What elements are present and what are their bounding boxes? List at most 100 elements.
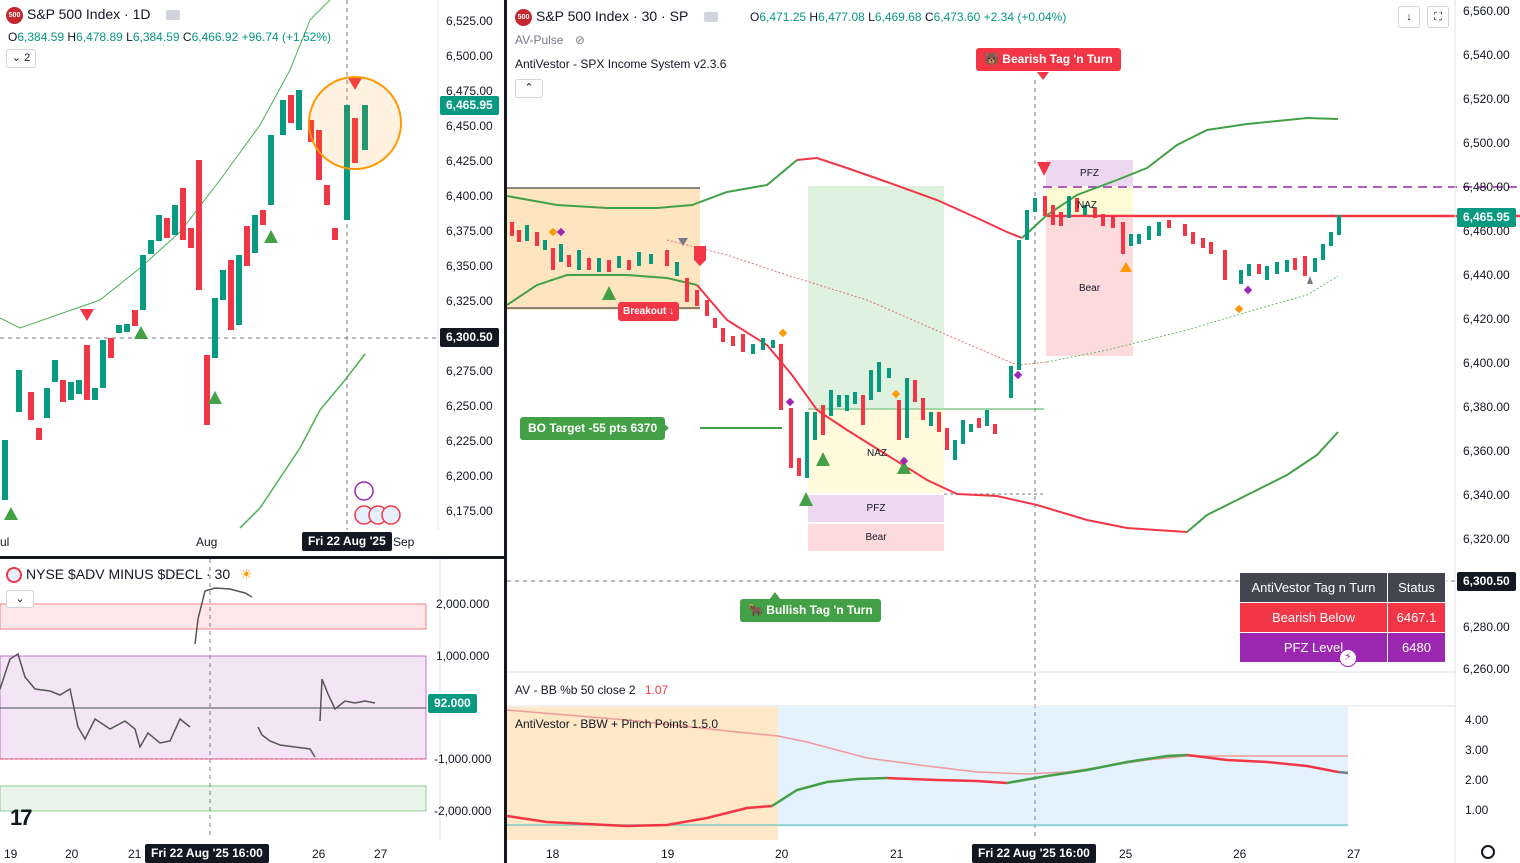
time-tick: 20 [65, 847, 79, 861]
daily-chart-title-text: S&P 500 Index · 1D [27, 6, 151, 22]
collapse-indicators-button[interactable]: ⌃ [515, 79, 543, 98]
main-chart-title[interactable]: 500 S&P 500 Index · 30 · SP [515, 8, 718, 26]
bb-percent-indicator-title[interactable]: AV - BB %b 50 close 2 1.07 [515, 683, 669, 697]
indicator-antivestor[interactable]: AntiVestor - SPX Income System v2.3.6 [515, 57, 727, 71]
breadth-time-axis[interactable]: 19 20 21 26 27 Fri 22 Aug '25 16:00 [0, 839, 426, 863]
purple-diamond-marker [899, 456, 909, 466]
pfz-zone-label: PFZ [866, 503, 886, 514]
hidden-eye-icon[interactable]: ⊘ [574, 33, 585, 47]
upper-band-line [0, 0, 331, 329]
main-ohlc: O6,471.25 H6,477.08 L6,469.68 C6,473.60 … [750, 10, 1067, 24]
orange-diamond-marker [891, 389, 901, 399]
main-time-axis[interactable]: 18 19 20 21 25 26 27 Fri 22 Aug '25 16:0… [507, 840, 1455, 863]
collapse-indicators-button[interactable]: ⌄ 2 [6, 49, 36, 68]
upper-band-line [507, 159, 798, 209]
daily-candles [2, 90, 368, 500]
gray-marker [678, 238, 688, 246]
price-tick: 6,560.00 [1463, 4, 1510, 18]
daily-time-axis[interactable]: ul Aug Sep Fri 22 Aug '25 [0, 530, 438, 556]
time-tick: 20 [775, 847, 789, 861]
symbol-logo: 500 [6, 6, 23, 24]
buy-signal-marker [816, 452, 830, 466]
lower-band-line [239, 353, 366, 529]
price-tick: 6,275.00 [446, 364, 493, 378]
table-cell: Bearish Below [1239, 602, 1388, 633]
price-tick: 6,380.00 [1463, 400, 1510, 414]
price-tick: 6,200.00 [446, 469, 493, 483]
us-flag-event-icon[interactable] [381, 505, 401, 525]
collapse-indicators-button[interactable]: ⌄ [6, 590, 34, 608]
lower-band-line [507, 274, 698, 306]
time-tick: ul [0, 535, 10, 549]
bear-zone-label: Bear [1078, 283, 1101, 294]
breadth-line [257, 726, 316, 758]
gray-marker [1307, 276, 1313, 284]
time-tick: Aug [196, 535, 218, 549]
pane-separator[interactable] [504, 0, 507, 863]
price-tick: 6,500.00 [1463, 136, 1510, 150]
time-tick: 27 [1347, 847, 1361, 861]
main-price-axis[interactable]: 6,560.00 6,540.00 6,520.00 6,500.00 6,48… [1455, 0, 1520, 676]
earnings-event-icon[interactable] [354, 481, 374, 501]
price-tick: 6,440.00 [1463, 268, 1510, 282]
symbol-logo: 500 [515, 8, 532, 26]
arrow-down-icon: ↓ [1406, 11, 1412, 23]
time-tick: 25 [1119, 847, 1133, 861]
value-tick: -1,000.000 [434, 752, 492, 766]
eye-icon[interactable] [166, 10, 181, 21]
price-tick: 6,375.00 [446, 224, 493, 238]
breadth-line [319, 678, 376, 722]
bo-target-label[interactable]: BO Target -55 pts 6370 [520, 417, 666, 440]
naz-zone-label: NAZ [1077, 200, 1097, 211]
daily-chart-pane[interactable]: 500 S&P 500 Index · 1D O6,384.59 H6,478.8… [0, 0, 504, 556]
bbw-upper-line [507, 709, 1348, 775]
settings-gear-icon[interactable] [1481, 845, 1495, 859]
tradingview-logo[interactable]: 17 [10, 805, 33, 830]
bbw-line [886, 776, 1008, 785]
time-tick: 21 [890, 847, 904, 861]
highlight-circle [308, 76, 402, 170]
naz-zone-label: NAZ [867, 448, 887, 459]
current-price-label: 6,465.95 [440, 96, 499, 115]
price-tick: 6,175.00 [446, 504, 493, 518]
eye-icon[interactable] [703, 12, 718, 23]
earnings-event-icon[interactable]: ⚡ [1339, 649, 1357, 667]
breadth-chart-title[interactable]: NYSE $ADV MINUS $DECL · 30 ☀ [6, 566, 253, 584]
daily-chart-canvas [0, 0, 439, 530]
crosshair-price-label: 6,300.50 [440, 328, 499, 347]
scroll-down-button[interactable]: ↓ [1398, 6, 1420, 28]
buy-signal-marker [897, 460, 911, 474]
chevron-down-icon: ⌄ [15, 593, 25, 605]
bbw-line [507, 804, 773, 828]
breadth-line [194, 587, 253, 645]
tag-n-turn-status-table: AntiVestor Tag n Turn Status Bearish Bel… [1239, 572, 1446, 663]
bbw-line [1006, 753, 1188, 785]
daily-price-axis[interactable]: 6,525.00 6,500.00 6,475.00 6,450.00 6,42… [438, 0, 504, 530]
main-chart-pane[interactable]: 500 S&P 500 Index · 30 · SP O6,471.25 H6,… [507, 0, 1520, 863]
maximize-button[interactable]: ⛶ [1427, 6, 1449, 28]
breadth-value-axis[interactable]: 2,000.000 1,000.000 -1,000.000 -2,000.00… [426, 559, 504, 839]
buy-signal-marker [799, 492, 813, 506]
price-tick: 6,425.00 [446, 154, 493, 168]
buy-signal-marker [134, 326, 148, 339]
price-tick: 6,260.00 [1463, 662, 1510, 676]
indicator-av-pulse[interactable]: AV-Pulse ⊘ [515, 33, 585, 47]
daily-chart-title[interactable]: 500 S&P 500 Index · 1D [6, 6, 181, 24]
table-header-cell: Status [1387, 572, 1446, 603]
value-tick: 2,000.000 [436, 597, 490, 611]
price-tick: 6,480.00 [1463, 180, 1510, 194]
bbw-line [1186, 753, 1339, 774]
breadth-chart-pane[interactable]: NYSE $ADV MINUS $DECL · 30 ☀ ⌄ 2,000.000… [0, 559, 504, 863]
buy-signal-marker [264, 230, 278, 243]
price-tick: 6,320.00 [1463, 532, 1510, 546]
bbw-indicator-title[interactable]: AntiVestor - BBW + Pinch Points 1.5.0 [515, 717, 719, 731]
lower-value-axis[interactable]: 4.00 3.00 2.00 1.00 [1455, 706, 1520, 840]
bearish-tag-label[interactable]: 🐻 Bearish Tag 'n Turn [976, 48, 1121, 71]
pane-separator[interactable] [0, 556, 506, 559]
breakout-tag-label[interactable]: Breakout ↓ [618, 302, 680, 321]
daily-ohlc: O6,384.59 H6,478.89 L6,384.59 C6,466.92 … [8, 30, 332, 44]
time-tick: 27 [374, 847, 388, 861]
bullish-tag-label[interactable]: 🐂 Bullish Tag 'n Turn [740, 599, 881, 622]
upper-band-line [796, 156, 1023, 239]
price-tick: 6,540.00 [1463, 48, 1510, 62]
